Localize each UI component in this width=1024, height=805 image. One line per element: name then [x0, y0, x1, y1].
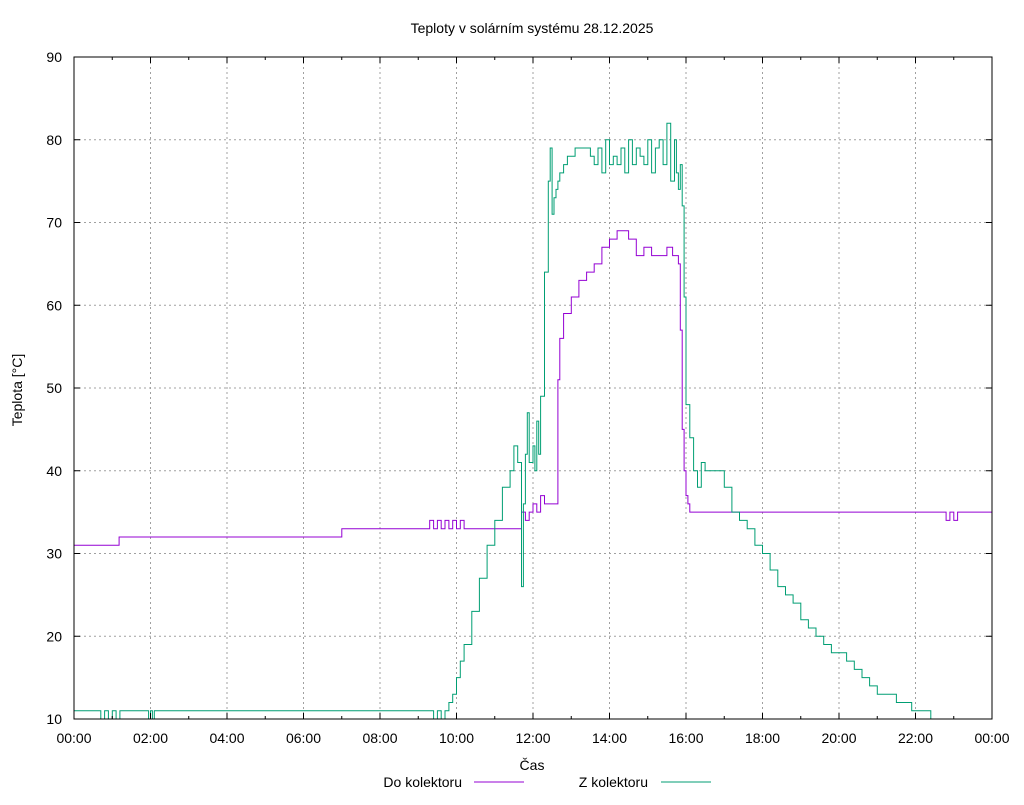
legend-label: Do kolektoru	[383, 774, 462, 790]
legend: Do kolektoru Z kolektoru	[383, 774, 711, 790]
x-tick-label: 04:00	[209, 730, 244, 746]
x-tick-label: 02:00	[133, 730, 168, 746]
x-tick-label: 10:00	[439, 730, 474, 746]
x-tick-label: 20:00	[821, 730, 856, 746]
x-tick-label: 14:00	[592, 730, 627, 746]
x-tick-label: 00:00	[974, 730, 1009, 746]
ticks-layer: 00:00 02:00 04:00 06:00 08:00 10:00 12:00 14:00…	[46, 49, 1009, 746]
grid-layer	[74, 57, 992, 719]
y-tick-label: 50	[46, 380, 62, 396]
y-axis-label: Teplota [°C]	[9, 354, 25, 427]
y-tick-label: 90	[46, 49, 62, 65]
x-tick-label: 06:00	[286, 730, 321, 746]
x-tick-label: 18:00	[745, 730, 780, 746]
x-axis-label: Čas	[520, 757, 545, 773]
x-tick-label: 08:00	[362, 730, 397, 746]
y-tick-label: 40	[46, 463, 62, 479]
series-layer	[74, 122, 993, 720]
x-tick-label: 12:00	[515, 730, 550, 746]
labels-layer: Teploty v solárním systému 28.12.2025 Ča…	[9, 20, 654, 773]
series-line-z-kolektoru	[74, 122, 992, 720]
x-tick-label: 16:00	[668, 730, 703, 746]
y-tick-label: 10	[46, 711, 62, 727]
x-tick-label: 22:00	[898, 730, 933, 746]
series-line-do-kolektoru	[74, 230, 993, 546]
y-tick-label: 80	[46, 132, 62, 148]
legend-label: Z kolektoru	[579, 774, 648, 790]
y-tick-label: 30	[46, 546, 62, 562]
y-tick-label: 60	[46, 297, 62, 313]
x-tick-label: 00:00	[56, 730, 91, 746]
y-tick-label: 70	[46, 215, 62, 231]
y-tick-label: 20	[46, 628, 62, 644]
chart-title: Teploty v solárním systému 28.12.2025	[411, 20, 654, 36]
